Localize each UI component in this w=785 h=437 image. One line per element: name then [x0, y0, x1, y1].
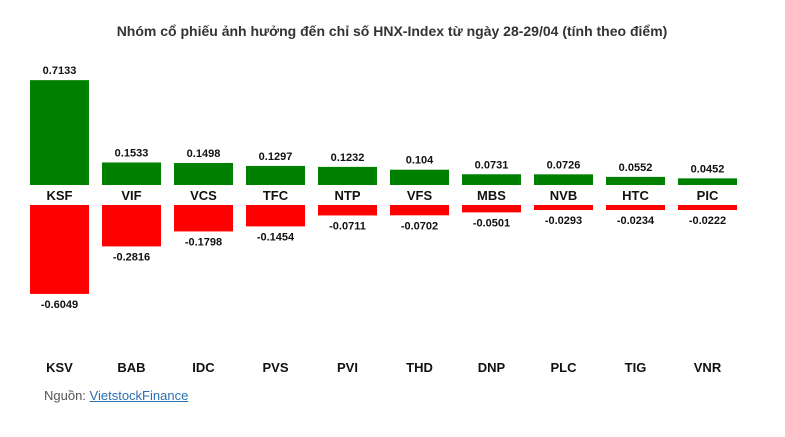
category-label-positive: NTP [335, 188, 361, 203]
category-label-negative: IDC [192, 360, 215, 375]
bar-positive-vfs [390, 169, 449, 185]
value-label-negative: -0.0293 [545, 215, 582, 227]
bar-negative-ksv [30, 205, 89, 294]
category-label-positive: VCS [190, 188, 217, 203]
category-label-positive: PIC [697, 188, 719, 203]
bar-positive-ntp [318, 166, 377, 185]
bar-negative-dnp [462, 205, 521, 213]
value-label-positive: 0.1533 [115, 147, 149, 159]
value-label-negative: -0.0501 [473, 217, 510, 229]
value-label-negative: -0.2816 [113, 251, 150, 263]
bar-negative-idc [174, 205, 233, 232]
value-label-positive: 0.0552 [619, 162, 653, 174]
value-label-negative: -0.0711 [329, 220, 366, 232]
category-label-negative: VNR [694, 360, 722, 375]
bar-positive-ksf [30, 80, 89, 185]
category-label-positive: NVB [550, 188, 577, 203]
bars-group: 0.7133 KSF 0.1533 VIF 0.1498 VCS 0.1297 TFC 0.12… [30, 65, 737, 375]
value-label-negative: -0.6049 [41, 299, 78, 311]
value-label-positive: 0.1232 [331, 152, 365, 164]
category-label-negative: THD [406, 360, 433, 375]
category-label-positive: MBS [477, 188, 506, 203]
bar-positive-pic [678, 178, 737, 185]
value-label-positive: 0.104 [406, 155, 434, 167]
category-label-negative: BAB [117, 360, 145, 375]
value-label-negative: -0.0234 [617, 215, 655, 227]
category-label-positive: KSF [47, 188, 73, 203]
category-label-negative: KSV [46, 360, 73, 375]
bar-negative-pvi [318, 205, 377, 216]
value-label-positive: 0.0452 [691, 163, 725, 175]
source-line: Nguồn: VietstockFinance [44, 388, 188, 403]
category-label-positive: VFS [407, 188, 433, 203]
value-label-positive: 0.0726 [547, 159, 581, 171]
category-label-negative: PVI [337, 360, 358, 375]
chart-title: Nhóm cổ phiếu ảnh hưởng đến chỉ số HNX-I… [117, 23, 668, 39]
value-label-positive: 0.1498 [187, 148, 221, 160]
bar-positive-vif [102, 162, 161, 185]
category-label-positive: HTC [622, 188, 649, 203]
value-label-negative: -0.0222 [689, 215, 726, 227]
bar-positive-tfc [246, 165, 305, 185]
category-label-negative: DNP [478, 360, 506, 375]
category-label-positive: VIF [121, 188, 141, 203]
bar-negative-bab [102, 205, 161, 247]
bar-positive-vcs [174, 162, 233, 185]
bar-negative-plc [534, 205, 593, 210]
bar-positive-mbs [462, 174, 521, 185]
category-label-negative: TIG [625, 360, 647, 375]
value-label-negative: -0.1454 [257, 231, 295, 243]
value-label-positive: 0.7133 [43, 65, 77, 77]
bar-negative-vnr [678, 205, 737, 210]
category-label-negative: PVS [262, 360, 288, 375]
category-label-negative: PLC [551, 360, 578, 375]
bar-negative-thd [390, 205, 449, 216]
value-label-positive: 0.0731 [475, 159, 509, 171]
source-prefix: Nguồn: [44, 388, 86, 403]
category-label-positive: TFC [263, 188, 289, 203]
value-label-positive: 0.1297 [259, 151, 293, 163]
source-link[interactable]: VietstockFinance [89, 388, 189, 403]
value-label-negative: -0.1798 [185, 236, 222, 248]
bar-positive-htc [606, 176, 665, 185]
bar-negative-pvs [246, 205, 305, 227]
bar-positive-nvb [534, 174, 593, 185]
value-label-negative: -0.0702 [401, 220, 438, 232]
bar-negative-tig [606, 205, 665, 210]
